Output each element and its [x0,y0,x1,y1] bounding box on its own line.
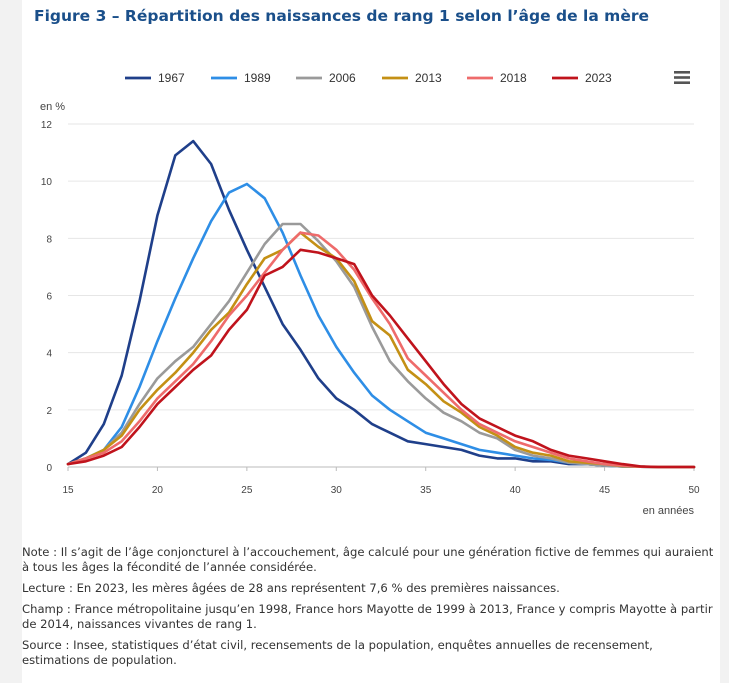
legend-label: 1967 [158,71,185,85]
series-line-2013[interactable] [66,231,696,469]
legend-label: 2013 [415,71,442,85]
x-tick-label: 30 [331,485,343,496]
chart-grid [68,123,694,468]
x-tick-label: 50 [688,485,700,496]
x-axis-label: en années [643,505,695,517]
chart-legend[interactable]: 1967 1989 2006 2013 2018 2023 [125,71,612,85]
chart-series [66,139,696,469]
note-paragraph: Note : Il s’agit de l’âge conjoncturel à… [22,545,714,574]
x-tick-label: 40 [510,485,522,496]
y-tick-label: 10 [41,177,53,188]
legend-label: 2018 [500,71,527,85]
hamburger-menu-icon[interactable] [674,71,690,84]
legend-item-1989[interactable]: 1989 [211,71,271,85]
x-tick-label: 35 [420,485,432,496]
series-line-2023[interactable] [66,248,696,469]
legend-item-1967[interactable]: 1967 [125,71,185,85]
x-tick-label: 20 [152,485,164,496]
legend-label: 1989 [244,71,271,85]
y-tick-label: 8 [46,234,52,245]
series-line-1989[interactable] [66,182,696,469]
series-line-2018[interactable] [66,231,696,469]
x-axis-ticks: 15 20 25 30 35 40 45 50 [62,467,700,496]
legend-label: 2006 [329,71,356,85]
figure-notes: Note : Il s’agit de l’âge conjoncturel à… [22,545,720,674]
note-paragraph: Source : Insee, statistiques d’état civi… [22,638,653,667]
y-tick-label: 12 [41,120,53,131]
x-tick-label: 15 [62,485,74,496]
note-paragraph: Lecture : En 2023, les mères âgées de 28… [22,581,560,595]
y-tick-label: 2 [46,406,52,417]
legend-item-2013[interactable]: 2013 [382,71,442,85]
note-paragraph: Champ : France métropolitaine jusqu’en 1… [22,602,713,631]
legend-item-2006[interactable]: 2006 [296,71,356,85]
legend-item-2023[interactable]: 2023 [552,71,612,85]
y-tick-label: 6 [46,292,52,303]
series-line-2006[interactable] [66,222,696,469]
x-tick-label: 25 [241,485,253,496]
x-tick-label: 45 [599,485,611,496]
y-axis-ticks: 0 2 4 6 8 10 12 [41,120,53,474]
legend-item-2018[interactable]: 2018 [467,71,527,85]
legend-label: 2023 [585,71,612,85]
y-tick-label: 4 [46,349,52,360]
figure-title: Figure 3 – Répartition des naissances de… [34,7,649,25]
y-axis-label: en % [40,101,65,113]
y-tick-label: 0 [46,463,52,474]
line-chart: 1967 1989 2006 2013 2018 2023 en % 024681012 … [40,71,700,517]
figure-panel: Figure 3 – Répartition des naissances de… [22,0,720,683]
